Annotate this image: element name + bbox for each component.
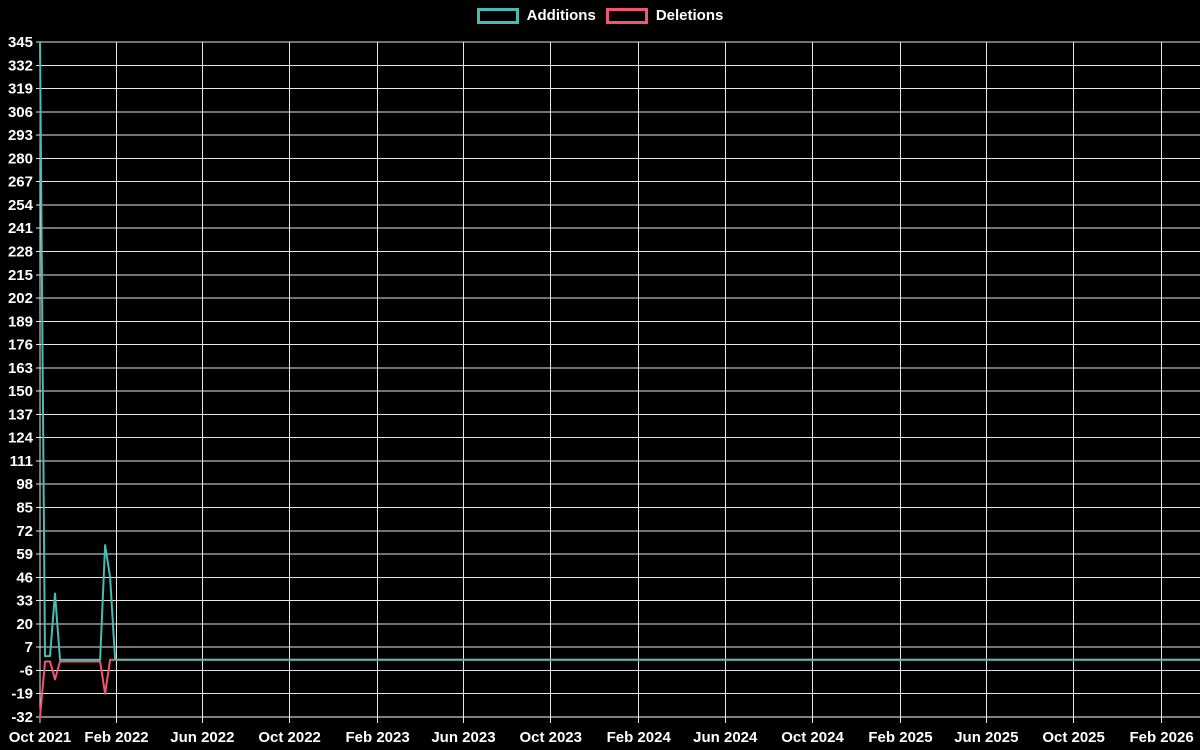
y-tick-label: 85 <box>16 500 33 517</box>
legend-item-additions[interactable]: Additions <box>476 7 596 25</box>
y-tick-label: 228 <box>8 243 33 260</box>
x-tick-label: Jun 2025 <box>954 729 1018 746</box>
x-tick-label: Jun 2022 <box>170 729 234 746</box>
deletions-line <box>39 658 1200 718</box>
y-tick-label: 215 <box>8 267 33 284</box>
y-tick-label: 332 <box>8 57 33 74</box>
y-tick-label: 59 <box>16 546 33 563</box>
y-tick-label: 176 <box>8 337 33 354</box>
x-tick-label: Oct 2025 <box>1042 729 1105 746</box>
y-tick-label: 124 <box>8 430 34 447</box>
y-tick-label: 137 <box>8 406 33 423</box>
deletions-swatch-icon <box>605 8 648 24</box>
x-tick-label: Oct 2023 <box>519 729 582 746</box>
x-tick-label: Feb 2026 <box>1129 729 1193 746</box>
y-tick-label: 98 <box>16 476 33 493</box>
chart-legend: Additions Deletions <box>0 7 1200 25</box>
x-tick-label: Feb 2025 <box>868 729 932 746</box>
y-tick-label: 7 <box>25 639 33 656</box>
legend-item-deletions[interactable]: Deletions <box>605 7 724 25</box>
y-tick-label: 267 <box>8 174 33 191</box>
y-tick-label: -32 <box>11 709 33 726</box>
y-tick-label: 33 <box>16 593 33 610</box>
y-tick-label: -19 <box>11 686 33 703</box>
x-tick-label: Feb 2022 <box>84 729 148 746</box>
y-tick-label: 150 <box>8 383 33 400</box>
y-tick-label: 345 <box>8 34 33 51</box>
y-tick-label: 72 <box>16 523 33 540</box>
additions-legend-label: Additions <box>526 7 596 24</box>
y-tick-label: 163 <box>8 360 33 377</box>
additions-swatch-icon <box>476 8 519 24</box>
y-tick-label: 46 <box>16 569 33 586</box>
y-tick-label: 280 <box>8 150 33 167</box>
y-tick-label: 189 <box>8 313 33 330</box>
y-tick-label: 20 <box>16 616 33 633</box>
y-tick-label: 202 <box>8 290 33 307</box>
y-tick-label: -6 <box>20 662 33 679</box>
x-tick-label: Jun 2023 <box>431 729 495 746</box>
x-tick-label: Oct 2021 <box>9 729 72 746</box>
y-tick-label: 254 <box>8 197 34 214</box>
y-tick-label: 111 <box>10 453 33 470</box>
y-tick-label: 293 <box>8 127 33 144</box>
x-tick-label: Oct 2022 <box>258 729 321 746</box>
x-tick-label: Feb 2024 <box>607 729 672 746</box>
x-tick-label: Feb 2023 <box>346 729 410 746</box>
y-tick-label: 241 <box>8 220 33 237</box>
deletions-legend-label: Deletions <box>655 7 724 24</box>
y-tick-label: 306 <box>8 104 33 121</box>
x-tick-label: Jun 2024 <box>693 729 758 746</box>
additions-line <box>39 41 1200 661</box>
y-tick-label: 319 <box>8 81 33 98</box>
x-tick-label: Oct 2024 <box>781 729 844 746</box>
